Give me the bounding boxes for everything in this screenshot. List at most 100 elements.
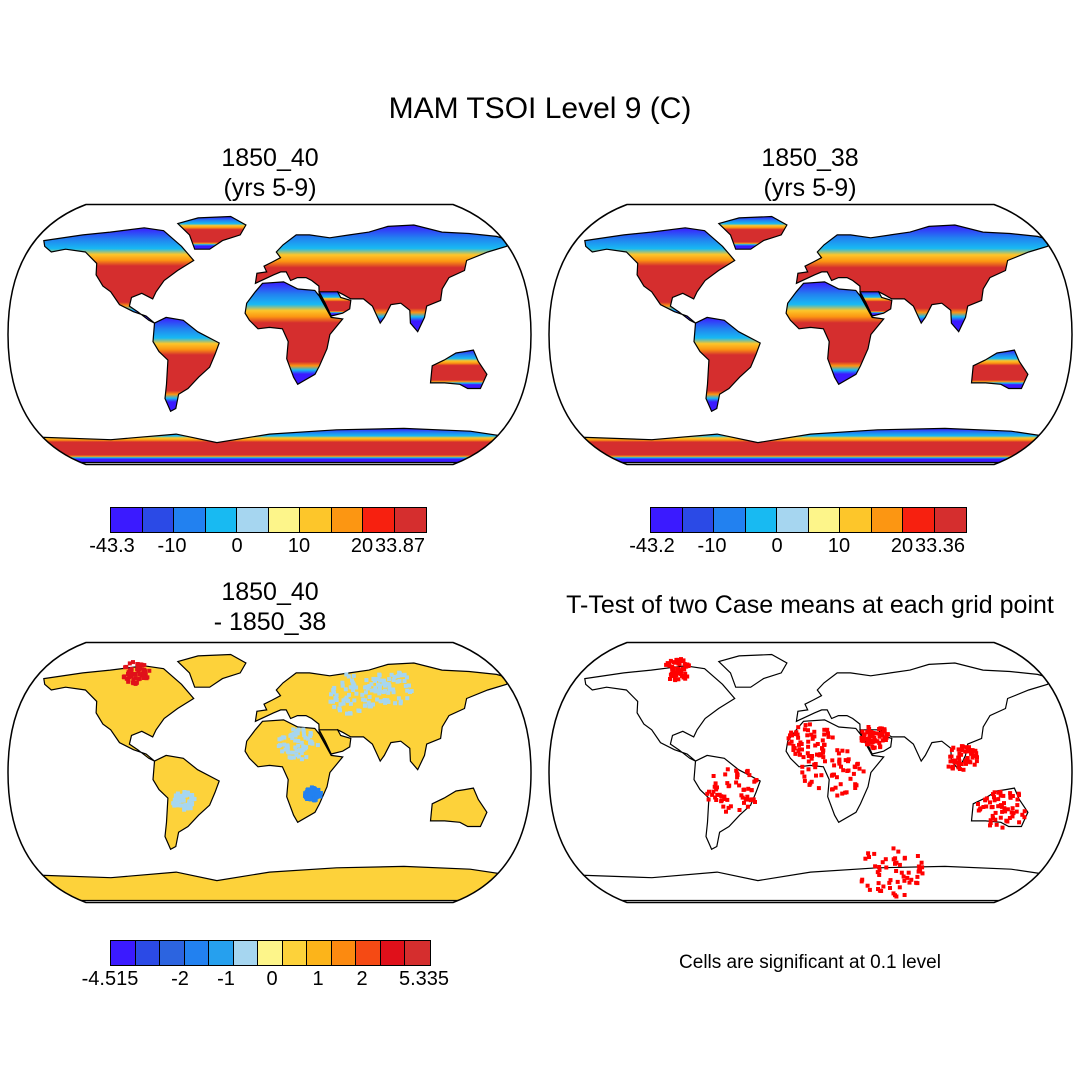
grid-cell [389,672,394,677]
grid-cell [891,846,896,851]
grid-cell [191,797,196,802]
grid-cell [673,678,678,683]
grid-cell [880,738,885,743]
grid-cell [337,706,342,711]
grid-cell [131,677,136,682]
grid-cell [862,735,867,740]
grid-cell [998,789,1003,794]
grid-cell [793,751,798,756]
grid-cell [965,747,970,752]
grid-cell [396,696,401,701]
grid-cell [408,690,412,694]
grid-cell [993,817,998,822]
grid-cell [145,675,150,680]
grid-cell [181,798,186,803]
grid-cell [787,741,792,746]
map-frame [548,641,1073,904]
grid-cell [360,692,365,697]
grid-cell [299,751,304,756]
grid-cell [719,798,724,803]
grid-cell [311,786,316,790]
grid-cell [383,700,388,705]
grid-cell [137,672,142,677]
grid-cell [177,797,182,802]
grid-cell [797,742,801,747]
grid-cell [677,662,682,667]
grid-cell [790,733,795,738]
grid-cell [679,659,684,663]
grid-cell [990,813,995,818]
grid-cell [819,752,824,757]
grid-cell [285,746,290,751]
grid-cell [189,795,194,800]
grid-cell [1008,791,1013,796]
panel-4-title-line1: T-Test of two Case means at each grid po… [566,591,1054,619]
colorbar-swatch [300,508,332,532]
grid-cell [312,798,316,803]
grid-cell [1020,812,1025,817]
grid-cell [840,748,845,753]
grid-cell [397,671,402,676]
grid-cell [915,874,920,879]
grid-cell [840,791,845,796]
grid-cell [378,678,383,683]
grid-cell [996,797,1001,802]
grid-cell [178,803,183,808]
grid-cell [404,675,409,680]
panel-2-title: 1850_38 (yrs 5-9) [660,143,960,203]
land-greenland [717,653,788,688]
figure-title: MAM TSOI Level 9 (C) [388,92,692,125]
grid-cell [184,805,189,809]
grid-cell [133,681,138,686]
grid-cell [387,677,392,682]
colorbar-swatch [233,941,258,965]
grid-cell [951,745,956,750]
grid-cell [882,728,887,733]
grid-cell [745,797,750,802]
grid-cell [877,888,882,893]
grid-cell [405,688,410,693]
grid-cell [745,794,750,799]
grid-cell [721,804,726,809]
grid-cell [129,666,134,671]
significance-note: Cells are significant at 0.1 level [679,952,941,973]
panel-2-title-line2: (yrs 5-9) [763,174,857,202]
land-africa [244,281,344,386]
grid-cell [915,881,920,886]
grid-cell [832,763,837,768]
grid-cell [796,725,801,730]
grid-cell [371,702,375,707]
grid-cell [807,782,812,787]
grid-cell [334,698,339,702]
grid-cell [884,732,889,737]
grid-cell [315,743,320,748]
grid-cell [352,698,357,703]
grid-cell [393,701,398,706]
grid-cell [176,794,181,799]
grid-cell [844,790,849,795]
grid-cell [819,773,824,778]
grid-cell [899,870,904,875]
grid-cell [949,747,954,752]
colorbar-tick-label: 10 [287,535,311,557]
grid-cell [834,775,839,780]
grid-cell [385,698,390,703]
grid-cell [835,748,840,753]
grid-cell [749,788,754,793]
colorbar-1850-40 [110,507,427,533]
grid-cell [800,770,805,775]
grid-cell [881,884,886,889]
land-australia [429,349,488,390]
grid-cell [967,759,972,764]
grid-cell [873,864,878,869]
grid-cell [848,776,853,781]
grid-cell [391,687,396,692]
grid-cell [401,673,406,678]
grid-cell [346,698,350,703]
grid-cell [801,755,806,760]
grid-cell [734,780,739,785]
grid-cell [121,674,126,679]
grid-cell [280,749,285,754]
grid-cell [288,733,293,738]
grid-cell [1000,825,1005,830]
